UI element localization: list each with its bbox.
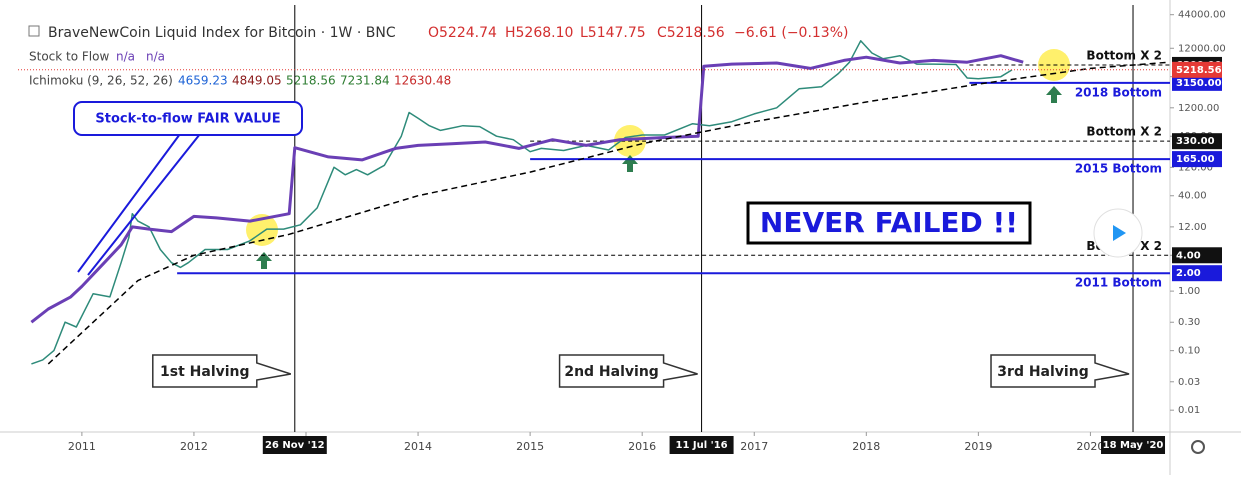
y-tick-label: 12000.00 (1178, 43, 1226, 54)
level-value: 2.00 (1176, 268, 1201, 279)
legend-ichimoku-value: 4849.05 (232, 74, 282, 88)
series-line (31, 40, 1013, 365)
level-value: 4.00 (1176, 250, 1201, 261)
level-value: 165.00 (1176, 154, 1215, 165)
ohlc-change: −6.61 (−0.13%) (734, 25, 848, 41)
symbol-title: BraveNewCoin Liquid Index for Bitcoin · … (48, 25, 396, 41)
halving-date-box (1101, 436, 1166, 454)
up-arrow (1046, 86, 1062, 103)
y-tick-label: 120.00 (1178, 162, 1213, 173)
halving-name: 2nd Halving (564, 364, 658, 380)
x-tick-label: 2019 (964, 440, 992, 453)
up-arrow (622, 155, 638, 172)
halving-date: 11 Jul '16 (676, 440, 728, 451)
last-price-label: 5218.56 (1176, 65, 1222, 76)
level-value-box (1172, 265, 1222, 282)
fair-value-box (73, 101, 303, 136)
x-tick-label: 2014 (404, 440, 432, 453)
level-name: 2015 Bottom (1075, 162, 1162, 176)
halving-date: 26 Nov '12 (265, 440, 325, 451)
ohlc-high: H5268.10 (505, 25, 573, 41)
header: BraveNewCoin Liquid Index for Bitcoin · … (28, 25, 848, 88)
y-tick-label: 44000.00 (1178, 10, 1226, 21)
up-arrow (256, 252, 272, 269)
legend-ichimoku-value: 5218.56 (286, 74, 336, 88)
level-name: Bottom X 2 (1086, 48, 1162, 62)
legend-ichimoku-value: 4659.23 (178, 74, 228, 88)
ohlc-open: O5224.74 (428, 25, 497, 41)
legend-ichimoku[interactable]: Ichimoku (9, 26, 52, 26) (29, 74, 173, 88)
y-tick-label: 0.01 (1178, 405, 1200, 416)
y-tick-label: 1.00 (1178, 286, 1200, 297)
x-tick-label: 2015 (516, 440, 544, 453)
legend-ichimoku-value: 12630.48 (394, 74, 451, 88)
last-price-box (1172, 61, 1222, 78)
x-tick-label: 2017 (740, 440, 768, 453)
halving-date-box (262, 436, 327, 454)
x-tick-label: 2020 (1076, 440, 1104, 453)
fair-value-label: Stock-to-flow FAIR VALUE (95, 112, 280, 127)
ohlc-low: L5147.75 (580, 25, 646, 41)
level-value-box (1172, 151, 1222, 168)
y-tick-label: 40.00 (1178, 191, 1207, 202)
never-failed-box (746, 201, 1032, 245)
level-value-box (1172, 133, 1222, 150)
collapse-icon[interactable] (28, 25, 40, 37)
series-line (30, 54, 1024, 324)
legend-s2f-value: n/a (116, 50, 135, 64)
legend-s2f-value: n/a (146, 50, 165, 64)
series-line (47, 61, 1169, 365)
level-name: 2018 Bottom (1075, 85, 1162, 99)
level-name: 2011 Bottom (1075, 276, 1162, 290)
y-tick-label: 0.03 (1178, 377, 1200, 388)
level-name: Bottom X 2 (1086, 125, 1162, 139)
y-tick-label: 0.10 (1178, 346, 1200, 357)
y-tick-label: 0.30 (1178, 317, 1200, 328)
legend-s2f[interactable]: Stock to Flow (29, 50, 109, 64)
fair-value-pointer (77, 133, 201, 276)
halving-callout (990, 354, 1130, 388)
never-failed-label: NEVER FAILED !! (760, 206, 1018, 239)
halving-callout (558, 354, 698, 388)
level-value: 330.00 (1176, 136, 1215, 147)
x-tick-label: 2011 (68, 440, 96, 453)
ohlc-close: C5218.56 (657, 25, 725, 41)
halving-name: 3rd Halving (997, 364, 1088, 380)
play-icon (1113, 225, 1126, 241)
y-tick-label: 12.00 (1178, 222, 1207, 233)
halving-date: 18 May '20 (1103, 440, 1164, 451)
x-tick-label: 2018 (852, 440, 880, 453)
level-value: 3150.00 (1176, 78, 1222, 89)
legend-ichimoku-value: 7231.84 (340, 74, 390, 88)
halving-name: 1st Halving (160, 364, 250, 380)
x-tick-label: 2012 (180, 440, 208, 453)
level-value-box (1172, 247, 1222, 264)
settings-icon[interactable] (1191, 440, 1205, 454)
halving-callout (152, 354, 292, 388)
level-value-box (1172, 74, 1222, 91)
y-tick-label: 1200.00 (1178, 103, 1219, 114)
halving-date-box (669, 436, 734, 454)
x-tick-label: 2016 (628, 440, 656, 453)
